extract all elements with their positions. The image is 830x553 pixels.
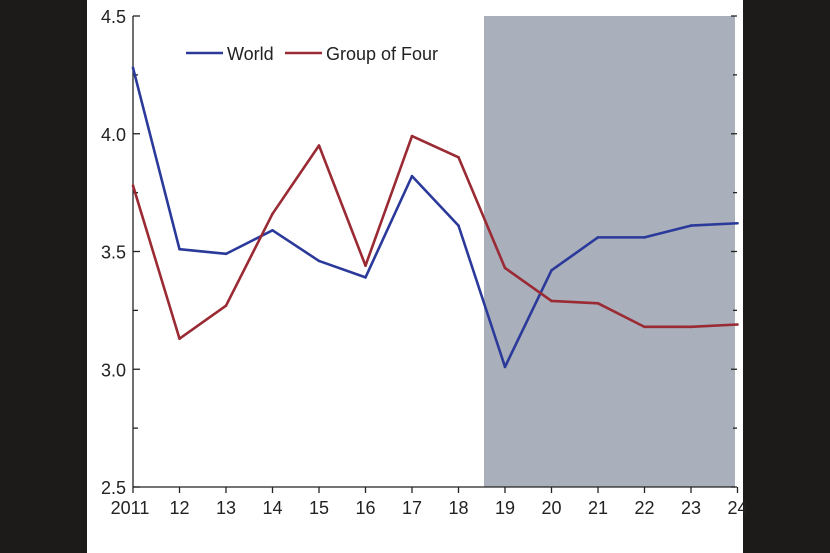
data-point-group-of-four	[410, 134, 414, 138]
data-point-group-of-four	[364, 264, 367, 267]
data-point-group-of-four	[596, 302, 600, 305]
x-axis: 2011 12 13 14 15 16 17 18 19 20 21 22 23 24	[111, 486, 748, 518]
data-point-group-of-four	[131, 184, 135, 187]
y-tick-label: 3.5	[101, 243, 126, 263]
data-point-world	[550, 269, 553, 272]
data-point-group-of-four	[736, 323, 739, 326]
data-point-group-of-four	[503, 266, 507, 270]
x-tick-label: 22	[634, 498, 654, 518]
x-tick-label: 14	[262, 498, 282, 518]
data-point-world	[178, 247, 181, 251]
x-tick-label: 12	[169, 498, 189, 518]
data-point-group-of-four	[550, 299, 553, 303]
data-point-group-of-four	[643, 325, 646, 329]
series-group	[131, 66, 739, 369]
data-point-world	[457, 224, 460, 227]
data-point-group-of-four	[271, 212, 274, 216]
data-point-world	[596, 236, 600, 239]
data-point-world	[736, 221, 739, 225]
x-tick-label: 18	[448, 498, 468, 518]
data-point-world	[131, 66, 135, 70]
x-tick-label: 2011	[111, 498, 150, 518]
data-point-group-of-four	[178, 337, 181, 340]
y-axis: 2.5 3.0 3.5 4.0 4.5	[101, 7, 737, 498]
data-point-group-of-four	[689, 325, 693, 329]
data-point-group-of-four	[457, 156, 460, 159]
x-tick-label: 20	[541, 498, 561, 518]
data-point-group-of-four	[224, 304, 228, 307]
x-tick-label: 21	[588, 498, 608, 518]
x-tick-label: 13	[216, 498, 236, 518]
x-tick-label: 17	[402, 498, 422, 518]
x-tick-label: 16	[355, 498, 375, 518]
x-tick-label: 19	[495, 498, 515, 518]
data-point-world	[410, 174, 414, 178]
data-point-group-of-four	[317, 144, 321, 147]
y-tick-label: 4.5	[101, 7, 126, 27]
legend-label: Group of Four	[326, 44, 438, 64]
data-point-world	[643, 236, 646, 239]
data-point-world	[364, 276, 367, 279]
series-line-group-of-four	[131, 134, 738, 340]
data-point-world	[689, 224, 693, 227]
legend: World Group of Four	[186, 44, 438, 64]
y-tick-label: 4.0	[101, 125, 126, 145]
projection-shaded-region	[484, 16, 735, 487]
data-point-world	[317, 259, 321, 263]
data-point-world	[503, 365, 507, 369]
y-tick-label: 2.5	[101, 478, 126, 498]
x-tick-label: 15	[309, 498, 329, 518]
x-tick-label: 24	[727, 498, 747, 518]
data-point-world	[224, 252, 228, 256]
series-line-world	[131, 67, 738, 369]
legend-label: World	[227, 44, 274, 64]
data-point-world	[271, 229, 274, 232]
y-tick-label: 3.0	[101, 360, 126, 380]
x-tick-label: 23	[681, 498, 701, 518]
